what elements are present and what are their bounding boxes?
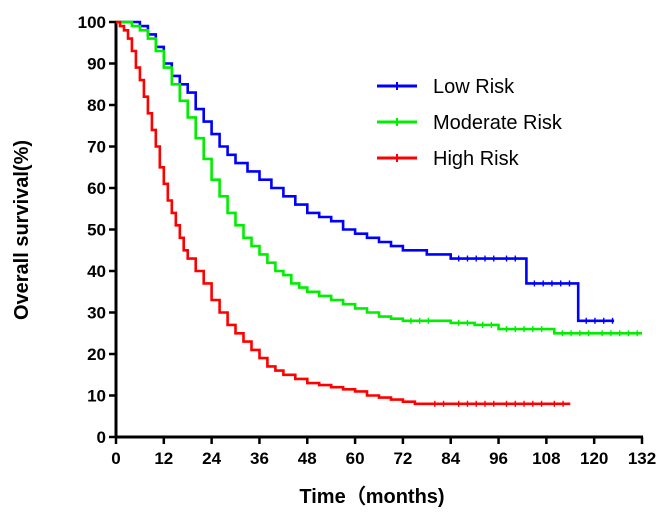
x-tick-label: 48 — [298, 449, 317, 468]
series-moderate-risk — [116, 20, 642, 337]
legend-item: Moderate Risk — [377, 112, 563, 134]
x-tick-label: 60 — [346, 449, 365, 468]
survival-curve — [116, 20, 615, 323]
x-tick-label: 132 — [628, 449, 656, 468]
y-tick-label: 100 — [78, 13, 106, 32]
series-low-risk — [116, 20, 615, 324]
x-tick-label: 72 — [393, 449, 412, 468]
survival-curve — [116, 20, 571, 406]
axes: 0 10 20 30 40 50 60 70 80 90 100 0 12 24 36 48 60 72 84 96 1… — [78, 13, 657, 468]
y-tick-label: 90 — [87, 55, 106, 74]
y-tick-label: 70 — [87, 138, 106, 157]
survival-curve — [116, 20, 642, 335]
y-tick-label: 60 — [87, 179, 106, 198]
y-tick-label: 30 — [87, 304, 106, 323]
y-tick-label: 40 — [87, 262, 106, 281]
y-tick-label: 10 — [87, 387, 106, 406]
legend-label: Low Risk — [433, 76, 515, 98]
x-tick-label: 0 — [111, 449, 120, 468]
series-high-risk — [116, 20, 571, 407]
x-tick-label: 12 — [154, 449, 173, 468]
legend-label: High Risk — [433, 148, 520, 170]
legend-item: Low Risk — [377, 76, 515, 98]
x-tick-label: 120 — [580, 449, 608, 468]
x-tick-label: 96 — [489, 449, 508, 468]
y-tick-label: 50 — [87, 221, 106, 240]
x-tick-label: 108 — [532, 449, 560, 468]
legend-label: Moderate Risk — [433, 112, 563, 134]
y-tick-label: 20 — [87, 345, 106, 364]
legend-item: High Risk — [377, 148, 520, 170]
series-group — [116, 20, 642, 407]
x-axis-title: Time（months) — [299, 485, 444, 508]
y-tick-label: 0 — [97, 428, 106, 447]
x-tick-label: 24 — [202, 449, 221, 468]
x-tick-label: 84 — [441, 449, 460, 468]
legend: Low Risk Moderate Risk High Risk — [377, 76, 563, 170]
y-tick-label: 80 — [87, 96, 106, 115]
x-tick-label: 36 — [250, 449, 269, 468]
y-axis-title: Overall survival(%) — [11, 140, 33, 320]
